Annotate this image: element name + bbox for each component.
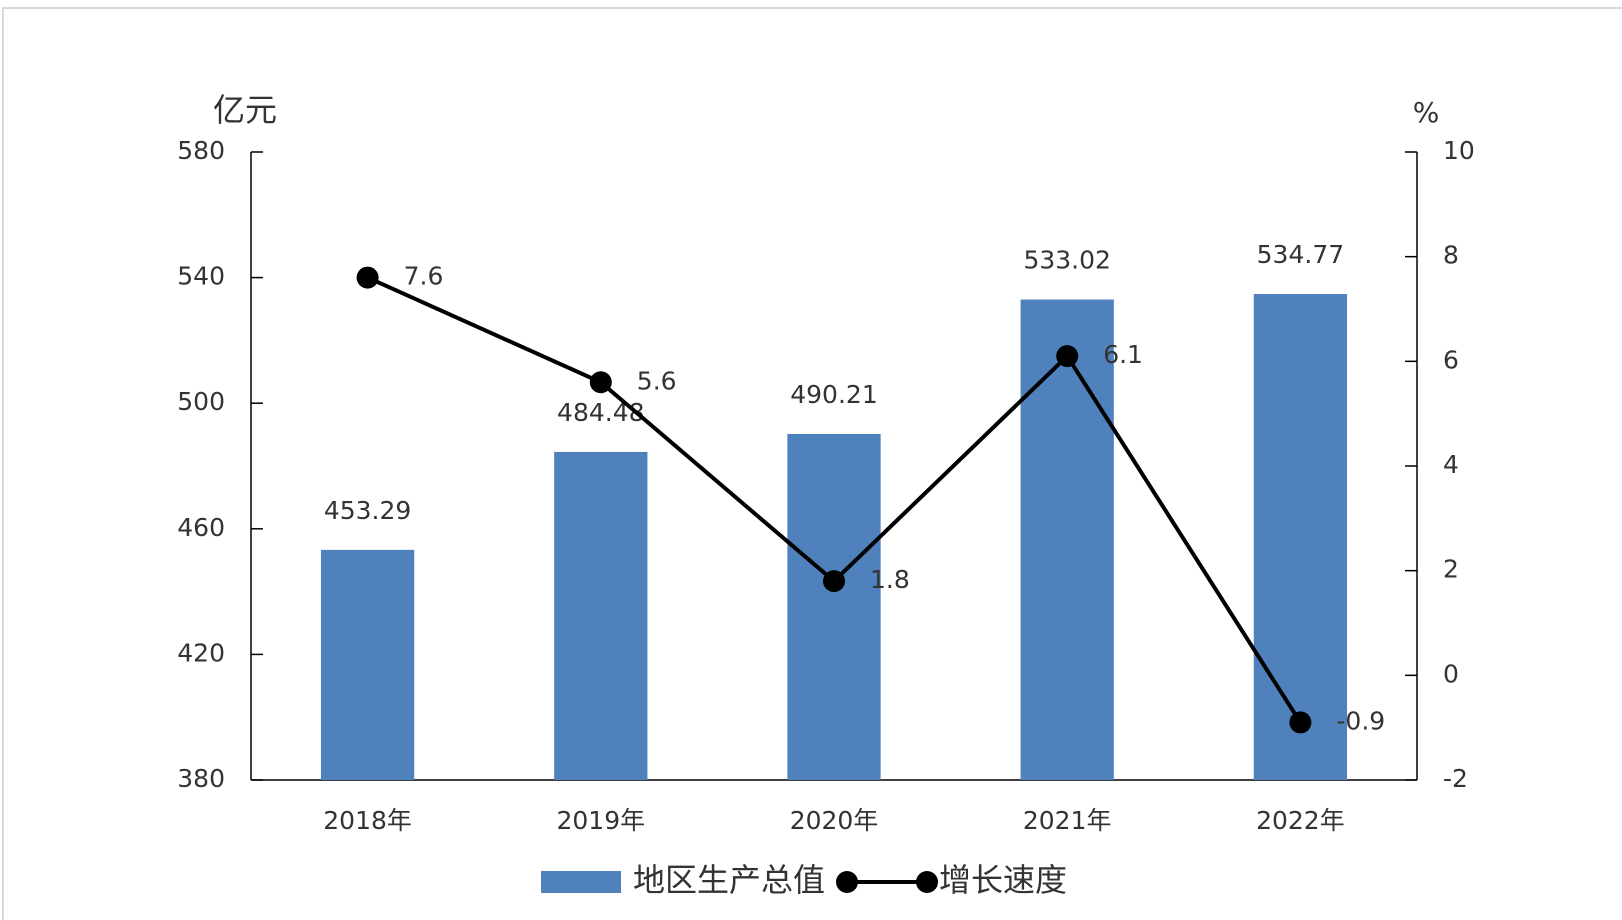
x-tick-label: 2018年: [323, 806, 412, 835]
legend-label: 地区生产总值: [633, 861, 825, 899]
y-tick-label: 580: [177, 136, 225, 165]
x-tick-label: 2019年: [556, 806, 645, 835]
y2-tick-label: 4: [1443, 450, 1459, 479]
line-marker: [356, 266, 379, 289]
bar: [554, 451, 648, 780]
line-value-label: 6.1: [1103, 340, 1143, 369]
y2-axis-unit: %: [1413, 96, 1440, 129]
bar-value-label: 484.48: [557, 398, 644, 427]
y-tick-label: 380: [177, 764, 225, 793]
y2-tick-label: 6: [1443, 345, 1459, 374]
line-value-label: 5.6: [637, 366, 677, 395]
legend-marker: [836, 871, 859, 893]
x-tick-label: 2022年: [1256, 806, 1345, 835]
bar: [1253, 294, 1348, 780]
bar-value-label: 534.77: [1257, 240, 1344, 269]
bar-value-label: 453.29: [324, 496, 411, 525]
y-axis-unit: 亿元: [213, 91, 277, 129]
frame: [2, 7, 1622, 920]
y2-tick-label: 2: [1443, 555, 1459, 584]
y-tick-label: 460: [177, 513, 225, 542]
line-marker: [823, 570, 845, 593]
legend-swatch: [541, 871, 621, 893]
line-value-label: 1.8: [870, 565, 910, 594]
line-value-label: 7.6: [404, 262, 444, 291]
bar-value-label: 533.02: [1023, 246, 1110, 275]
y2-tick-label: 10: [1443, 136, 1475, 165]
line-marker: [1289, 711, 1312, 734]
y-tick-label: 420: [177, 638, 225, 667]
y2-tick-label: -2: [1443, 764, 1468, 793]
y2-tick-label: 8: [1443, 241, 1459, 270]
bar: [320, 549, 415, 780]
bar-value-label: 490.21: [790, 380, 877, 409]
line-marker: [1056, 345, 1079, 368]
y2-tick-label: 0: [1443, 659, 1459, 688]
legend-label: 增长速度: [939, 861, 1067, 899]
x-tick-label: 2021年: [1023, 806, 1112, 835]
line-value-label: -0.9: [1336, 706, 1385, 735]
bar: [787, 433, 881, 780]
x-tick-label: 2020年: [790, 806, 879, 835]
bar: [1020, 299, 1114, 780]
y-tick-label: 500: [177, 387, 225, 416]
line-marker: [589, 371, 612, 394]
legend-marker: [916, 871, 939, 893]
y-tick-label: 540: [177, 262, 225, 291]
